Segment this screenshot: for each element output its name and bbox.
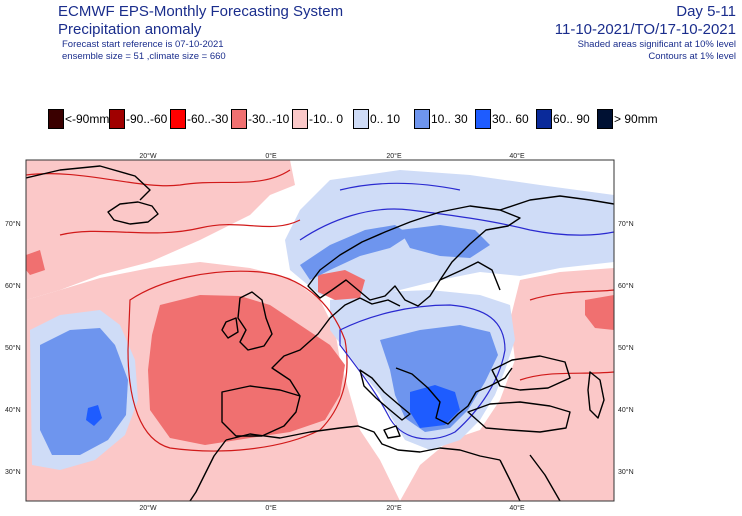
contour-blue-scandinavia bbox=[299, 182, 614, 241]
coast-western-europe bbox=[271, 297, 401, 397]
very-wet-area-atlantic bbox=[86, 405, 102, 426]
lat-label-right: 70°N bbox=[618, 220, 634, 228]
wet-area-western-atlantic bbox=[40, 328, 128, 455]
lat-label-right: 50°N bbox=[618, 344, 634, 352]
legend-label: -10.. 0 bbox=[309, 112, 344, 126]
contour-red-west-europe bbox=[127, 270, 348, 452]
wet-area-norway bbox=[300, 225, 410, 280]
lat-label-right: 40°N bbox=[618, 406, 634, 414]
coast-finland-russia bbox=[439, 195, 614, 291]
lon-label-top: 20°W bbox=[139, 152, 157, 160]
legend-swatch bbox=[353, 109, 369, 129]
shading-note: Shaded areas significant at 10% level bbox=[577, 39, 736, 50]
lon-label-bottom: 40°E bbox=[509, 504, 525, 512]
coast-iberia bbox=[221, 385, 301, 437]
legend-item: 60.. 90 bbox=[536, 108, 590, 130]
lon-label-bottom: 0°E bbox=[265, 504, 277, 512]
legend-swatch bbox=[48, 109, 64, 129]
lat-label-right: 60°N bbox=[618, 282, 634, 290]
date-range: 11-10-2021/TO/17-10-2021 bbox=[554, 21, 736, 38]
legend-item: 0.. 10 bbox=[353, 108, 400, 130]
legend-item: 10.. 30 bbox=[414, 108, 468, 130]
legend-item: > 90mm bbox=[597, 108, 658, 130]
legend-item: -30..-10 bbox=[231, 108, 289, 130]
dry-area-north-sea bbox=[318, 270, 365, 300]
legend-label: 10.. 30 bbox=[431, 112, 468, 126]
coast-black-sea bbox=[491, 355, 571, 391]
coast-caspian bbox=[587, 371, 605, 419]
dry-area-west-coast bbox=[26, 250, 45, 275]
map-frame bbox=[25, 159, 615, 502]
coastlines bbox=[26, 165, 614, 501]
coast-british-isles bbox=[221, 291, 273, 351]
dry-area-western-europe bbox=[148, 295, 345, 445]
wet-area-sweden bbox=[400, 225, 490, 258]
dry-area-east bbox=[470, 268, 614, 501]
legend-label: <-90mm bbox=[65, 112, 110, 126]
legend-swatch bbox=[475, 109, 491, 129]
legend-swatch bbox=[292, 109, 308, 129]
lon-label-top: 20°E bbox=[386, 152, 402, 160]
legend-label: > 90mm bbox=[614, 112, 658, 126]
legend-item: -90..-60 bbox=[109, 108, 167, 130]
coast-italy bbox=[359, 369, 411, 439]
coast-north-africa bbox=[225, 425, 501, 461]
legend-swatch bbox=[597, 109, 613, 129]
lon-label-bottom: 20°E bbox=[386, 504, 402, 512]
day-range: Day 5-11 bbox=[676, 3, 736, 20]
legend-label: 0.. 10 bbox=[370, 112, 401, 126]
lat-label-left: 30°N bbox=[5, 468, 21, 476]
very-wet-area-greece bbox=[410, 385, 460, 428]
chart-subtitle: Precipitation anomaly bbox=[58, 21, 202, 38]
legend-swatch bbox=[414, 109, 430, 129]
legend-swatch bbox=[109, 109, 125, 129]
coast-balkans-greece bbox=[395, 367, 513, 425]
lat-label-right: 30°N bbox=[618, 468, 634, 476]
lat-label-left: 50°N bbox=[5, 344, 21, 352]
legend-label: -30..-10 bbox=[248, 112, 290, 126]
chart-title: ECMWF EPS-Monthly Forecasting System bbox=[58, 3, 344, 20]
dry-area-east-edge bbox=[585, 295, 614, 330]
legend-item: 30.. 60 bbox=[475, 108, 529, 130]
lon-label-top: 0°E bbox=[265, 152, 277, 160]
legend-swatch bbox=[170, 109, 186, 129]
contour-note: Contours at 1% level bbox=[648, 51, 736, 62]
coast-west-africa bbox=[189, 439, 227, 501]
contour-red-north bbox=[26, 169, 301, 236]
coast-scandinavia bbox=[307, 205, 521, 307]
legend-swatch bbox=[231, 109, 247, 129]
legend-label: 30.. 60 bbox=[492, 112, 529, 126]
legend-item: <-90mm bbox=[48, 108, 109, 130]
legend-label: -60..-30 bbox=[187, 112, 229, 126]
map-ticks: 20°W 0°E 20°E 40°E 20°W 0°E 20°E 40°E 70… bbox=[5, 152, 634, 512]
legend-item: -60..-30 bbox=[170, 108, 228, 130]
legend-swatch bbox=[536, 109, 552, 129]
legend-label: -90..-60 bbox=[126, 112, 168, 126]
lat-label-left: 70°N bbox=[5, 220, 21, 228]
dry-area-southeast bbox=[400, 430, 500, 501]
legend-label: 60.. 90 bbox=[553, 112, 590, 126]
coast-red-sea bbox=[499, 454, 561, 501]
lat-label-left: 60°N bbox=[5, 282, 21, 290]
anomaly-shading bbox=[26, 160, 614, 501]
coast-greenland bbox=[26, 165, 151, 201]
lon-label-bottom: 20°W bbox=[139, 504, 157, 512]
coast-iceland bbox=[107, 201, 159, 225]
dry-area-north-atlantic bbox=[26, 160, 295, 300]
coast-turkey bbox=[467, 401, 571, 433]
lon-label-top: 40°E bbox=[509, 152, 525, 160]
legend-item: -10.. 0 bbox=[292, 108, 343, 130]
ensemble-size-text: ensemble size = 51 ,climate size = 660 bbox=[62, 51, 226, 62]
contour-red-east bbox=[519, 289, 614, 381]
lat-label-left: 40°N bbox=[5, 406, 21, 414]
forecast-start-text: Forecast start reference is 07-10-2021 bbox=[62, 39, 224, 50]
